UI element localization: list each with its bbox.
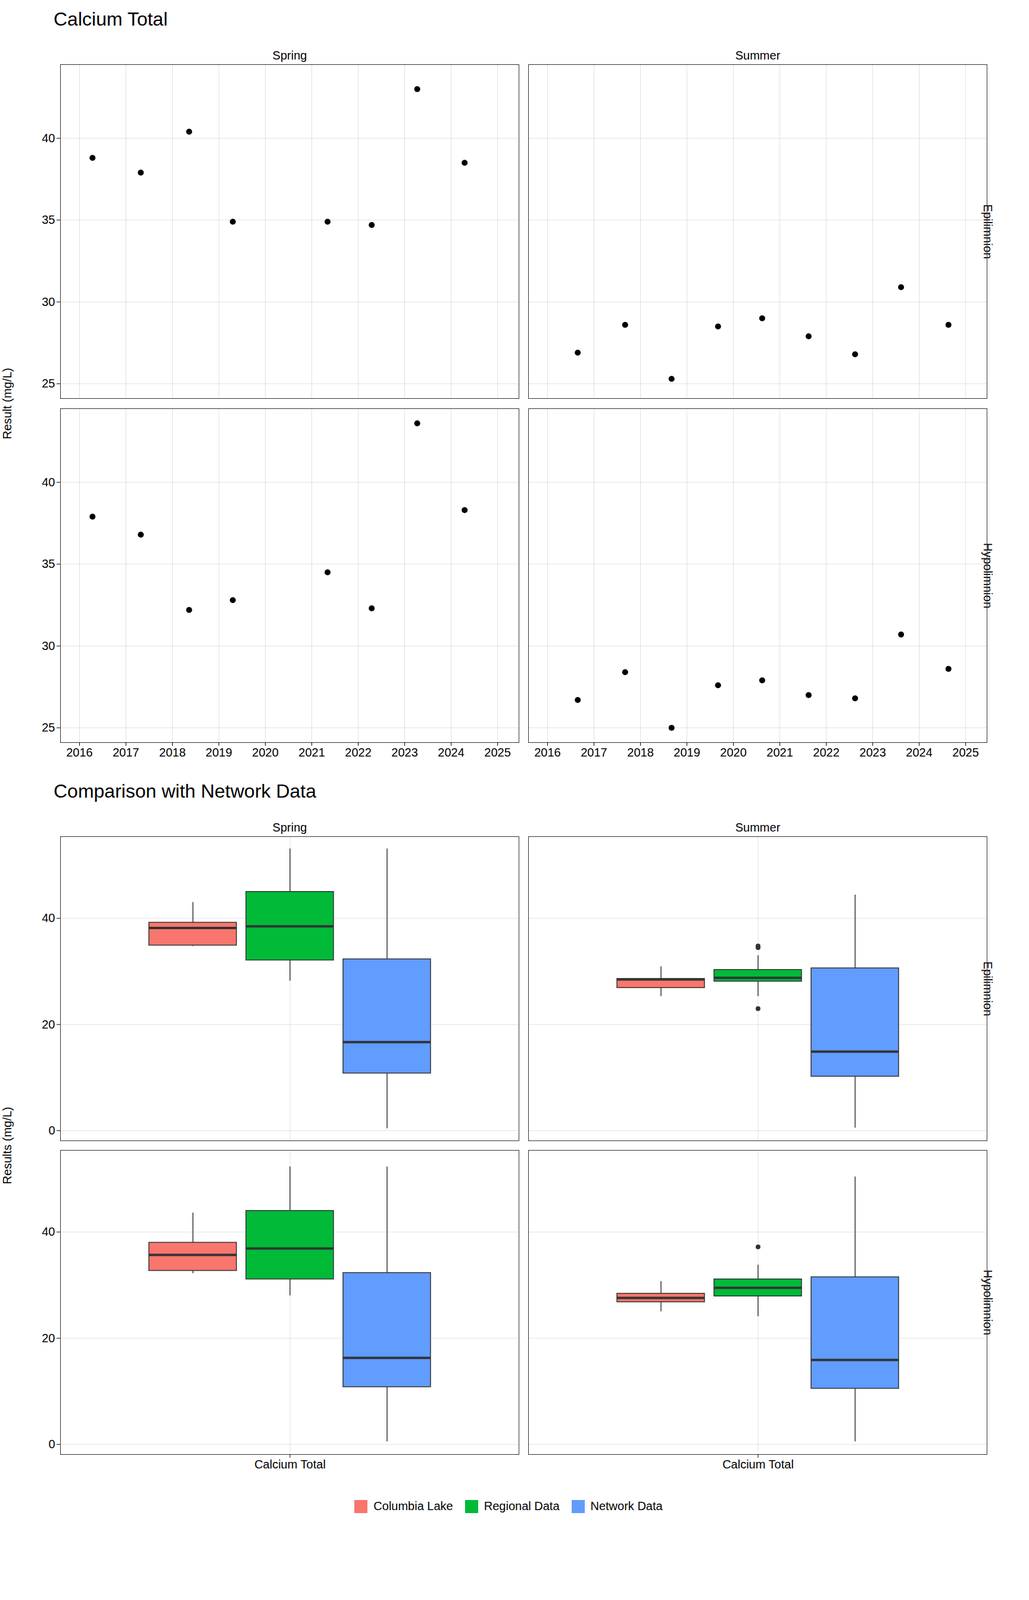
svg-text:2025: 2025 (952, 746, 979, 760)
svg-text:Calcium Total: Calcium Total (722, 1458, 794, 1472)
svg-text:Hypolimnion: Hypolimnion (981, 1270, 995, 1336)
html-text:Comparison with Network Data: Comparison with Network Data (53, 780, 317, 803)
svg-text:25: 25 (41, 721, 55, 735)
svg-text:Epilimnion: Epilimnion (981, 204, 995, 260)
svg-text:20: 20 (41, 1018, 55, 1032)
svg-text:0: 0 (48, 1124, 55, 1138)
svg-text:2024: 2024 (905, 746, 933, 760)
svg-text:Summer: Summer (735, 48, 781, 62)
svg-text:Spring: Spring (272, 821, 308, 835)
svg-text:2020: 2020 (251, 746, 279, 760)
svg-text:0: 0 (48, 1438, 55, 1452)
svg-text:Summer: Summer (735, 821, 781, 835)
svg-text:30: 30 (41, 639, 55, 653)
svg-text:40: 40 (41, 131, 55, 145)
svg-text:2022: 2022 (812, 746, 840, 760)
svg-text:2018: 2018 (627, 746, 654, 760)
svg-text:2016: 2016 (534, 746, 561, 760)
svg-text:2023: 2023 (859, 746, 887, 760)
svg-text:2025: 2025 (484, 746, 511, 760)
svg-text:Epilimnion: Epilimnion (981, 961, 995, 1017)
svg-text:40: 40 (41, 911, 55, 925)
svg-text:2023: 2023 (391, 746, 419, 760)
html-text:Columbia Lake: Columbia Lake (373, 1500, 454, 1514)
svg-text:40: 40 (41, 1225, 55, 1239)
html-text:Calcium Total: Calcium Total (53, 8, 168, 30)
svg-text:Result (mg/L): Result (mg/L) (0, 368, 14, 440)
svg-text:2022: 2022 (344, 746, 372, 760)
svg-text:35: 35 (41, 213, 55, 227)
svg-text:Hypolimnion: Hypolimnion (981, 543, 995, 609)
svg-text:2021: 2021 (766, 746, 794, 760)
svg-text:2024: 2024 (437, 746, 465, 760)
svg-text:40: 40 (41, 475, 55, 489)
svg-text:2017: 2017 (112, 746, 140, 760)
svg-text:2021: 2021 (298, 746, 326, 760)
svg-text:2020: 2020 (719, 746, 747, 760)
html-text:Network Data: Network Data (590, 1500, 663, 1514)
svg-text:2018: 2018 (158, 746, 186, 760)
svg-text:2017: 2017 (580, 746, 608, 760)
svg-text:20: 20 (41, 1332, 55, 1346)
svg-text:Spring: Spring (272, 48, 308, 62)
svg-text:2016: 2016 (66, 746, 93, 760)
svg-text:25: 25 (41, 376, 55, 391)
svg-text:Results (mg/L): Results (mg/L) (0, 1107, 14, 1185)
svg-text:2019: 2019 (205, 746, 233, 760)
svg-text:30: 30 (41, 295, 55, 309)
svg-text:35: 35 (41, 557, 55, 571)
svg-text:Calcium Total: Calcium Total (254, 1458, 326, 1472)
svg-text:2019: 2019 (673, 746, 701, 760)
html-text:Regional Data: Regional Data (484, 1500, 560, 1514)
